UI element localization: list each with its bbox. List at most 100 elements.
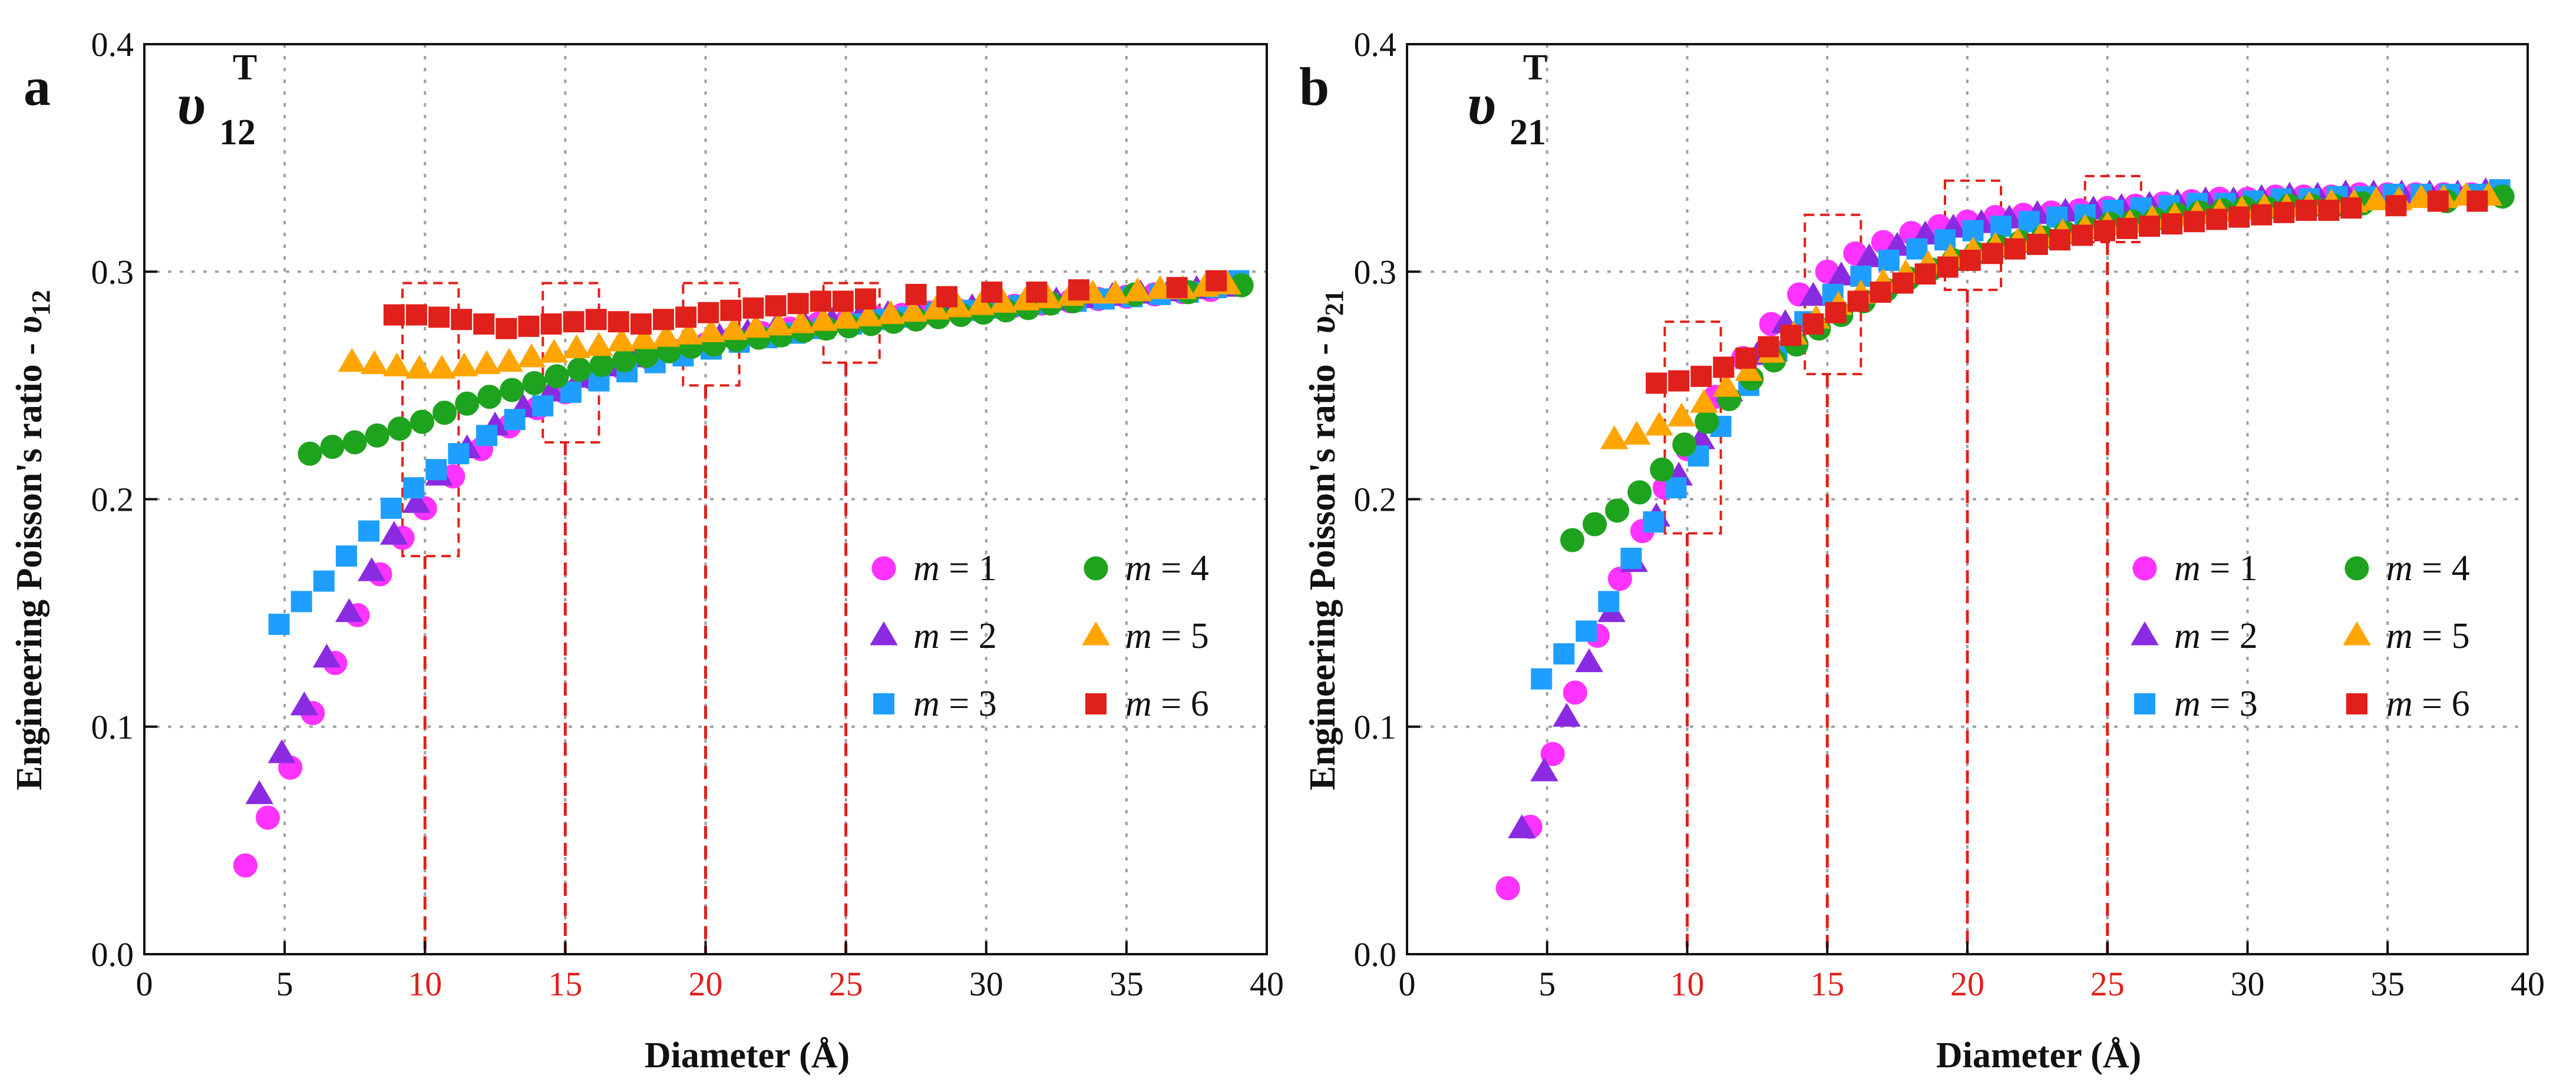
x-tick-label: 20	[689, 965, 723, 1003]
data-point	[922, 295, 950, 320]
ticks-b	[1406, 43, 2529, 955]
legend-label-value: = 3	[2201, 684, 2258, 724]
legend-item-m4: m = 4	[2344, 548, 2470, 588]
data-point	[448, 443, 470, 465]
y-axis-title-b: Engineering Poisson's ratio - υ21	[1303, 290, 1349, 790]
data-point	[380, 521, 408, 545]
legend-marker	[2134, 693, 2155, 714]
y-axis-title-b-prefix: Engineering Poisson's ratio -	[1303, 334, 1343, 790]
data-point	[342, 430, 367, 455]
x-tick-label: 40	[2511, 965, 2545, 1003]
data-point	[675, 320, 703, 345]
data-point	[2466, 190, 2488, 212]
annotation-symbol-a-main: υ	[177, 71, 206, 137]
legend-item-m1: m = 1	[2132, 548, 2258, 588]
legend-label: m = 4	[2386, 548, 2470, 588]
legend-label-value: = 5	[2413, 616, 2470, 656]
data-point	[1672, 432, 1697, 457]
data-point	[2273, 201, 2295, 223]
y-axis-title-b-sub: 21	[1320, 290, 1349, 316]
data-point	[1645, 411, 1673, 436]
data-point	[652, 323, 681, 347]
x-tick-label: 10	[1670, 965, 1705, 1003]
legend-item-m5: m = 5	[2343, 616, 2470, 656]
data-point	[477, 385, 502, 409]
legend-label-var: m	[2174, 616, 2201, 656]
data-point	[473, 313, 495, 335]
data-point	[298, 441, 322, 466]
legend-marker	[1082, 621, 1110, 646]
data-points-b	[1495, 177, 2515, 901]
data-point	[563, 311, 584, 333]
legend-marker	[1084, 556, 1108, 581]
data-point	[1712, 373, 1741, 397]
data-point	[629, 325, 658, 349]
legend-item-m5: m = 5	[1082, 616, 1209, 656]
data-point	[1914, 263, 1936, 285]
legend-label-var: m	[2174, 684, 2201, 724]
x-tick-label: 5	[276, 965, 293, 1003]
data-point	[358, 520, 379, 542]
data-point	[496, 317, 517, 339]
data-point	[764, 311, 793, 336]
y-tick-label: 0.4	[1354, 25, 1397, 64]
data-point	[810, 290, 831, 312]
legend-label-value: = 4	[1152, 548, 1209, 588]
x-tick-label: 15	[548, 965, 582, 1003]
legend-label-var: m	[2174, 548, 2201, 588]
data-point	[589, 353, 614, 378]
data-point	[405, 355, 434, 379]
data-point	[451, 309, 473, 330]
data-point	[1906, 238, 1928, 260]
data-point	[2161, 213, 2183, 235]
x-tick-label: 35	[2370, 965, 2405, 1003]
panel-a: 0 5 10 15 20 25 30 35 40 0.0 0.1 0.2 0.3 0.4 a υ T 1…	[9, 25, 1284, 1076]
data-point	[540, 339, 569, 363]
y-axis-title-b-symbol: υ	[1303, 316, 1343, 333]
legend-label: m = 1	[913, 548, 997, 588]
data-point	[455, 391, 480, 416]
x-axis-title-a: Diameter (Å)	[645, 1035, 850, 1076]
data-point	[500, 378, 524, 402]
legend-marker	[871, 556, 896, 581]
legend-label: m = 6	[1125, 684, 1209, 724]
data-point	[335, 598, 364, 623]
data-point	[1598, 591, 1620, 613]
data-point	[432, 401, 457, 425]
data-point	[1560, 528, 1585, 552]
data-point	[1668, 370, 1690, 392]
data-point	[1495, 876, 1520, 901]
data-point	[2071, 224, 2093, 246]
series-m6	[1646, 190, 2488, 394]
data-point	[1799, 282, 1828, 306]
data-point	[1959, 249, 1981, 271]
data-point	[2427, 190, 2449, 212]
legend-label: m = 6	[2386, 684, 2470, 724]
y-tick-label: 0.3	[1354, 253, 1397, 291]
data-point	[1937, 256, 1959, 278]
data-point	[1780, 325, 1802, 346]
data-point	[630, 313, 652, 335]
data-point	[1011, 286, 1040, 310]
data-point	[2362, 186, 2390, 211]
legend-label-value: = 2	[940, 616, 997, 656]
data-point	[831, 305, 860, 329]
data-point	[899, 297, 927, 322]
data-point	[854, 288, 876, 310]
data-point	[877, 300, 905, 325]
data-point	[787, 293, 809, 315]
legend-label: m = 3	[2174, 684, 2258, 724]
y-tick-label: 0.4	[91, 25, 134, 64]
data-point	[562, 334, 591, 359]
data-point	[1026, 282, 1048, 303]
data-point	[532, 395, 554, 417]
data-point	[742, 313, 770, 338]
x-tick-labels-a: 0 5 10 15 20 25 30 35 40	[136, 965, 1284, 1003]
legend-label: m = 1	[2174, 548, 2258, 588]
data-point	[854, 302, 883, 326]
x-tick-label: 20	[1950, 965, 1984, 1003]
data-point	[1855, 243, 1884, 267]
legend-label-var: m	[2386, 684, 2413, 724]
data-point	[517, 343, 546, 368]
